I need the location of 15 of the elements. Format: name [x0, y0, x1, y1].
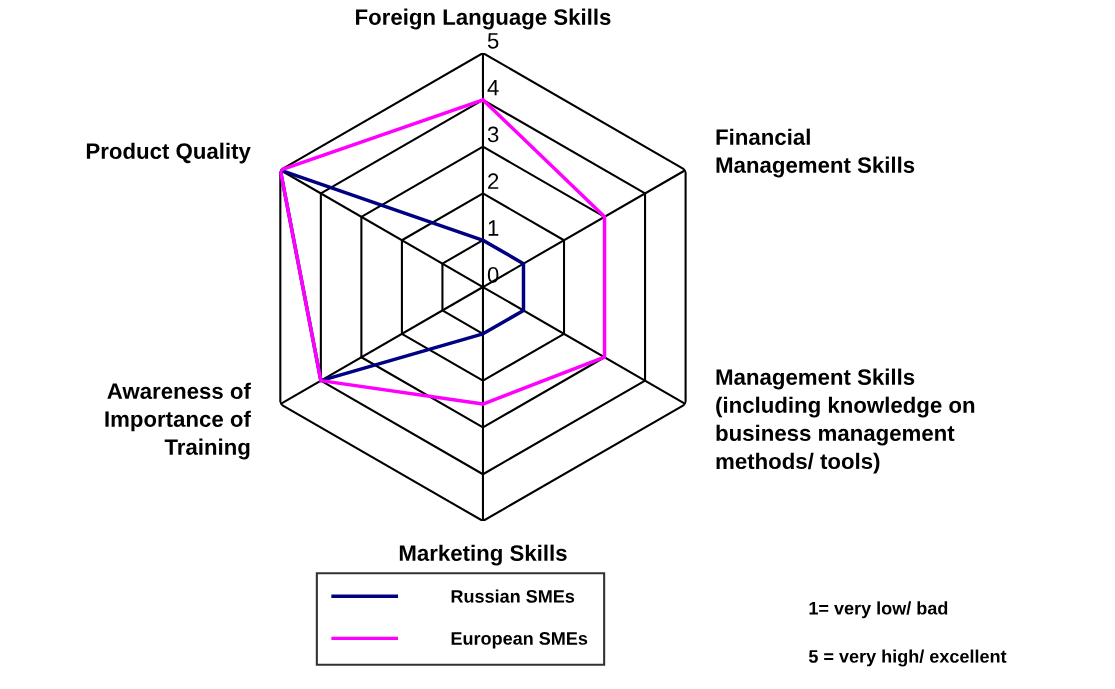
spoke-label: Management Skills (including knowledge on business management methods/ tools) [716, 368, 975, 474]
y-tick-label: 5 [487, 33, 499, 49]
spoke-label: Foreign Language Skills [356, 8, 611, 30]
y-tick-label: 1 [488, 220, 499, 236]
y-tick-label: 4 [487, 79, 499, 96]
spoke-label: Product Quality [86, 142, 251, 164]
y-tick-label: 2 [488, 173, 499, 189]
text: Russian SMEs [451, 589, 575, 603]
text: 5 = very high/ excellent [808, 649, 1007, 667]
text: European SMEs [451, 632, 588, 649]
text: 1= very low/ bad [809, 601, 948, 619]
y-tick-label: 3 [487, 126, 499, 143]
spoke-label: Financial Management Skills [716, 128, 915, 178]
spoke-label: Awareness of Importance of Training [105, 382, 251, 460]
spoke-label: Marketing Skills [399, 544, 567, 566]
